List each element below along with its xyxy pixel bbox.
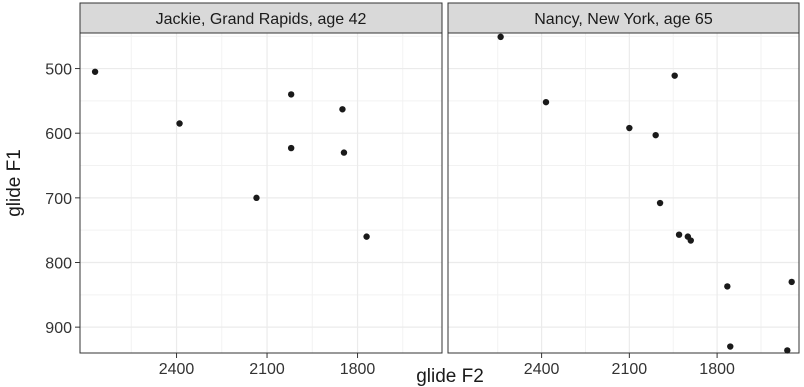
y-tick-label: 500 bbox=[45, 62, 72, 79]
x-tick-label: 1800 bbox=[340, 361, 376, 378]
panels-layer: Jackie, Grand Rapids, age 42 2400 2100 1800… bbox=[79, 2, 800, 378]
y-axis-title: glide F1 bbox=[4, 149, 25, 217]
y-tick-label: 800 bbox=[45, 255, 72, 272]
data-point bbox=[339, 106, 346, 113]
facet-strip bbox=[79, 2, 443, 34]
data-point bbox=[788, 278, 795, 286]
data-point bbox=[287, 144, 295, 152]
x-tick-label: 2400 bbox=[524, 361, 560, 378]
data-point bbox=[652, 131, 659, 139]
data-point bbox=[675, 231, 683, 238]
y-tick-label: 600 bbox=[45, 126, 72, 143]
data-point bbox=[724, 283, 731, 290]
x-tick-label: 2100 bbox=[612, 361, 648, 378]
data-point bbox=[727, 343, 734, 350]
plot-background bbox=[80, 33, 442, 353]
data-point bbox=[656, 199, 664, 207]
data-point bbox=[687, 237, 694, 244]
facet-panel-1: Jackie, Grand Rapids, age 42 2400 2100 1800 bbox=[79, 2, 443, 378]
facet-strip-title: Nancy, New York, age 65 bbox=[534, 11, 713, 28]
facet-strip-title: Jackie, Grand Rapids, age 42 bbox=[156, 11, 367, 28]
x-tick-label: 1800 bbox=[699, 361, 735, 378]
data-point bbox=[253, 194, 260, 202]
plot-background bbox=[448, 33, 799, 353]
data-point bbox=[340, 149, 348, 156]
data-point bbox=[363, 233, 370, 240]
data-point bbox=[784, 347, 791, 354]
panel-border bbox=[447, 32, 800, 354]
x-tick-label: 2100 bbox=[249, 361, 285, 378]
panel-border bbox=[79, 32, 443, 354]
y-tick-label: 700 bbox=[45, 191, 72, 208]
data-point bbox=[542, 98, 550, 106]
y-axis: 500 600 700 800 900 bbox=[45, 62, 80, 337]
facet-panel-2: Nancy, New York, age 65 2400 2100 1800 bbox=[447, 2, 800, 378]
data-point bbox=[497, 33, 504, 41]
data-point bbox=[91, 68, 99, 75]
y-tick-label: 900 bbox=[45, 320, 72, 337]
data-point bbox=[626, 124, 633, 132]
data-point bbox=[176, 120, 183, 127]
data-point bbox=[287, 91, 295, 98]
x-axis-title: glide F2 bbox=[416, 366, 484, 387]
data-point bbox=[671, 72, 678, 79]
x-tick-label: 2400 bbox=[159, 361, 195, 378]
facet-strip bbox=[447, 2, 800, 34]
